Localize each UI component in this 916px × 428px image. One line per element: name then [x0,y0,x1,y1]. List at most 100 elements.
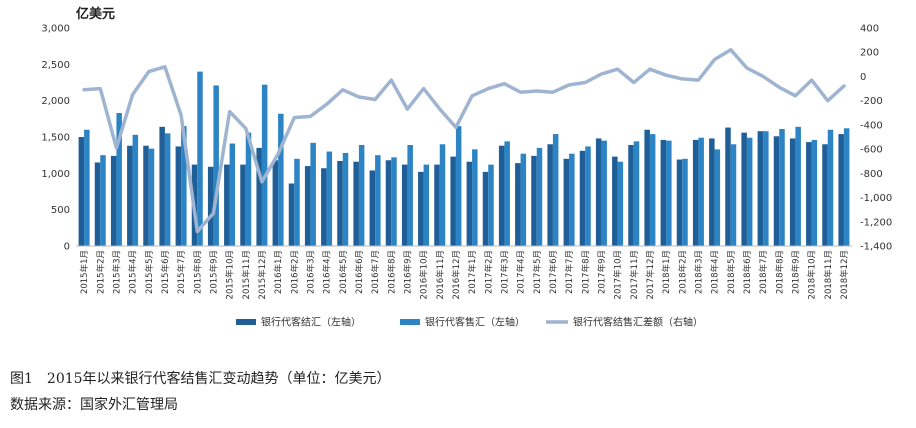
left-tick-label: 500 [51,205,70,216]
bar-settlement [450,156,456,246]
x-tick-label: 2015年2月 [95,250,106,294]
bar-sales [811,139,818,246]
x-tick-label: 2015年3月 [111,250,122,294]
bar-sales [148,148,155,246]
right-tick-label: 200 [860,48,879,59]
left-tick-label: 2,000 [41,96,70,107]
bar-sales [488,164,494,246]
x-tick-label: 2016年4月 [322,250,333,294]
right-tick-label: -200 [860,96,883,107]
legend-swatch [400,319,420,325]
bar-settlement [660,139,667,246]
right-tick-label: 0 [860,72,866,83]
bar-sales [843,128,850,246]
x-tick-label: 2015年11月 [241,250,252,299]
x-tick-label: 2018年5月 [726,250,737,294]
bar-settlement [240,164,246,246]
bar-settlement [644,129,650,246]
bar-sales [261,84,268,247]
left-tick-label: 3,000 [41,24,70,35]
bar-series [78,71,850,247]
left-tick-label: 1,000 [41,169,70,180]
bar-sales [536,147,543,246]
bar-settlement [773,136,780,246]
bar-settlement [612,156,618,246]
bar-sales [310,142,316,246]
x-tick-label: 2018年10月 [807,250,818,299]
x-tick-label: 2016年10月 [419,250,430,299]
bar-sales [746,137,753,246]
bar-sales [682,158,688,246]
x-tick-label: 2015年1月 [79,250,90,294]
bar-sales [439,144,446,246]
left-axis: 0 500 1,000 1,500 2,000 2,500 3,000 [41,24,70,253]
x-tick-label: 2017年4月 [516,250,527,294]
bar-settlement [709,138,715,246]
x-tick-label: 2016年9月 [402,250,413,294]
bar-sales [342,152,349,246]
x-tick-label: 2015年8月 [192,250,203,294]
bar-sales [617,161,624,246]
chart-area: 亿美元 0 500 1,000 1,500 2,000 2,500 3,000 -1,400… [41,6,892,329]
bar-sales [84,129,90,246]
x-tick-label: 2017年12月 [645,250,656,299]
bar-settlement [628,144,634,246]
x-tick-label: 2017年2月 [483,250,494,294]
legend-label: 银行代客结汇（左轴） [261,316,361,329]
bar-sales [569,153,575,246]
bar-sales [375,155,381,246]
bar-sales [763,131,769,246]
bar-settlement [498,145,505,246]
bar-sales [197,71,203,246]
bar-sales [795,126,801,246]
x-tick-label: 2017年3月 [499,250,510,294]
bar-settlement [806,142,812,246]
right-tick-label: -1,200 [860,217,892,228]
bar-sales [423,164,430,246]
bar-sales [181,126,187,246]
bar-settlement [418,171,424,246]
bar-sales [504,141,510,246]
bar-sales [730,144,737,246]
right-tick-label: -1,000 [860,193,892,204]
bar-sales [294,158,300,246]
x-tick-label: 2017年8月 [580,250,591,294]
bar-sales [116,113,122,247]
bar-settlement [256,147,262,246]
bar-settlement [725,127,731,246]
bar-sales [649,134,656,246]
bar-settlement [515,163,521,246]
x-tick-label: 2015年5月 [144,250,155,294]
x-tick-label: 2015年9月 [208,250,219,294]
bar-settlement [434,164,440,246]
x-tick-label: 2017年1月 [467,250,478,294]
bar-sales [132,134,139,246]
bar-settlement [547,144,553,246]
x-tick-label: 2018年2月 [677,250,688,294]
x-tick-label: 2018年4月 [710,250,721,294]
x-tick-label: 2015年6月 [160,250,171,294]
bar-settlement [369,170,376,246]
bar-settlement [595,138,602,246]
bar-sales [520,153,527,246]
bar-settlement [94,162,101,246]
bar-settlement [676,159,683,246]
right-tick-label: -600 [860,145,883,156]
bar-settlement [337,160,343,246]
bar-sales [472,149,478,246]
bar-settlement [822,144,828,246]
bar-sales [585,146,591,246]
legend-swatch [236,319,256,325]
x-tick-label: 2018年12月 [839,250,850,299]
bar-sales [666,140,672,246]
bar-settlement [531,155,537,246]
x-tick-label: 2017年7月 [564,250,575,294]
x-tick-label: 2016年8月 [386,250,397,294]
x-tick-label: 2017年10月 [613,250,624,299]
bar-sales [698,137,704,246]
bar-settlement [579,150,586,246]
legend-label: 银行代客售汇（左轴） [425,316,525,329]
x-tick-label: 2017年5月 [532,250,543,294]
bar-settlement [789,138,796,246]
bar-settlement [288,183,295,246]
